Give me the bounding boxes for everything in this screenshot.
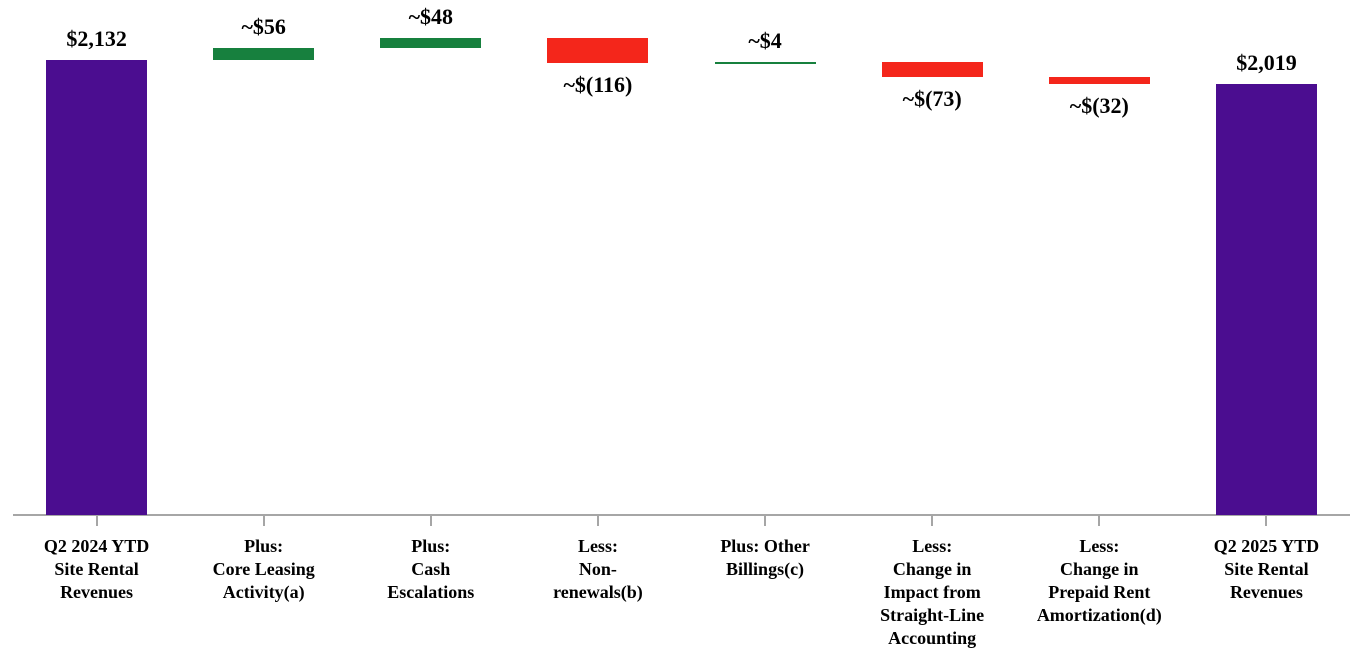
category-label: Q2 2025 YTD Site Rental Revenues [1213,536,1320,602]
category-label: Plus: Core Leasing Activity(a) [212,536,315,602]
waterfall-bar-decrease [881,61,983,78]
x-axis-tick [429,516,432,526]
x-axis-tick [596,516,599,526]
waterfall-bar-increase [714,61,816,64]
bar-value-label: ~$(116) [563,71,633,97]
bar-value-label: ~$(32) [1069,93,1129,119]
bar-value-label: ~$48 [408,3,454,29]
bar-value-label: ~$56 [241,14,286,40]
waterfall-bar-total [46,60,148,515]
category-label: Less: Change in Impact from Straight-Lin… [880,536,985,648]
x-axis-tick [1098,516,1101,526]
category-label: Less: Change in Prepaid Rent Amortizatio… [1036,536,1162,625]
x-axis-tick [262,516,265,526]
waterfall-bar-increase [213,48,315,60]
waterfall-bar-decrease [547,37,649,63]
waterfall-bar-decrease [1048,77,1150,85]
bar-value-label: $2,019 [1236,50,1297,76]
category-label: Less: Non- renewals(b) [553,536,643,602]
x-axis-tick [931,516,934,526]
category-label: Plus: Cash Escalations [387,536,475,602]
x-axis-tick [764,516,767,526]
category-label: Plus: Other Billings(c) [720,536,810,579]
category-label: Q2 2024 YTD Site Rental Revenues [43,536,150,602]
bar-value-label: ~$4 [748,27,782,53]
x-axis-tick [95,516,98,526]
x-axis-line [13,514,1350,516]
bar-value-label: ~$(73) [902,86,962,112]
x-axis-tick [1265,516,1268,526]
bar-value-label: $2,132 [66,26,127,51]
waterfall-bar-total [1215,84,1317,515]
waterfall-bar-increase [380,37,482,49]
